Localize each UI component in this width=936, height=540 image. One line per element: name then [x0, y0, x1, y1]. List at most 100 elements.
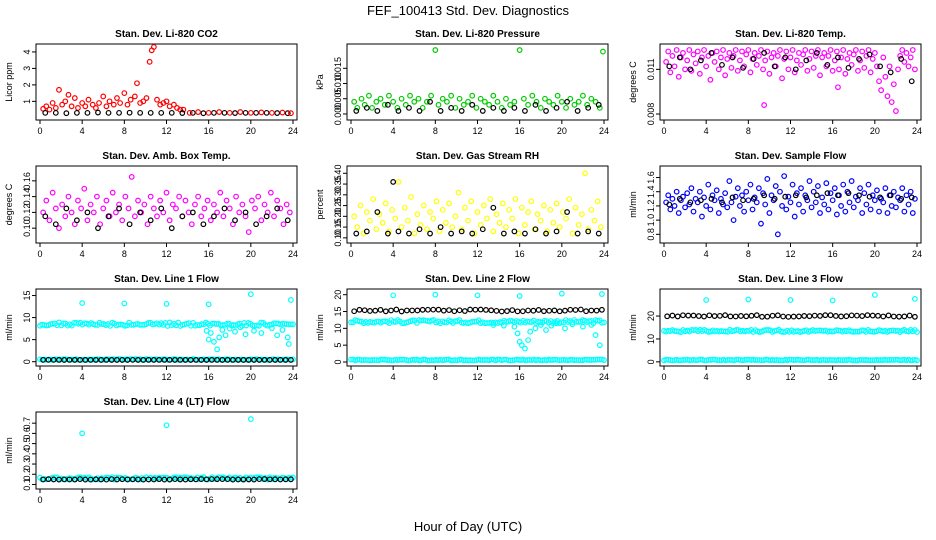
data-point	[217, 189, 224, 196]
data-point	[674, 313, 681, 320]
data-point	[261, 201, 268, 208]
data-point	[566, 196, 573, 203]
data-point	[787, 297, 794, 303]
data-point	[285, 341, 292, 347]
data-point	[179, 110, 186, 116]
series-4	[351, 306, 605, 315]
data-point	[283, 201, 290, 208]
x-tick-label: 4	[391, 372, 396, 382]
data-point	[905, 63, 912, 70]
data-point	[553, 320, 560, 327]
x-tick-label: 4	[704, 372, 709, 382]
series-1	[37, 319, 296, 329]
data-point	[279, 109, 286, 116]
series-2	[353, 98, 602, 114]
data-point	[390, 179, 397, 185]
y-tick-label: 0.8	[646, 228, 656, 241]
data-point	[908, 78, 915, 85]
data-point	[585, 226, 592, 233]
data-point	[817, 312, 823, 319]
y-tick-label: 0.12	[22, 204, 32, 222]
x-tick-label: 0	[661, 372, 666, 382]
data-point	[893, 204, 899, 211]
data-point	[95, 225, 101, 232]
data-point	[598, 319, 605, 326]
data-point	[460, 101, 467, 108]
data-point	[869, 56, 876, 62]
data-point	[77, 356, 83, 363]
data-point	[458, 228, 465, 235]
data-point	[287, 357, 294, 363]
data-point	[49, 100, 56, 106]
y-tick-label: 0.000	[333, 103, 343, 126]
data-point	[150, 44, 157, 50]
data-point	[909, 47, 916, 53]
data-point	[479, 226, 486, 233]
x-tick-label: 24	[912, 126, 922, 136]
data-point	[379, 219, 386, 226]
y-tick-label: 10	[333, 323, 343, 333]
data-point	[140, 357, 147, 363]
panel-title: Stan. Dev. Line 1 Flow	[114, 274, 219, 285]
x-tick-label: 20	[557, 126, 567, 136]
data-point	[745, 197, 752, 204]
data-point	[52, 205, 59, 212]
data-point	[588, 95, 595, 102]
data-point	[43, 197, 50, 204]
data-point	[82, 357, 89, 363]
data-point	[727, 313, 734, 320]
data-point	[764, 48, 771, 55]
data-point	[675, 210, 682, 216]
x-tick-label: 16	[828, 372, 838, 382]
data-point	[871, 292, 878, 298]
data-point	[46, 106, 53, 113]
x-tick-label: 24	[288, 126, 298, 136]
data-point	[759, 313, 765, 320]
data-point	[782, 54, 789, 61]
data-point	[471, 230, 478, 237]
data-point	[56, 86, 62, 93]
data-point	[261, 356, 268, 363]
data-point	[890, 81, 897, 88]
data-point	[598, 306, 605, 313]
series-1	[661, 326, 920, 335]
x-tick-label: 16	[204, 372, 214, 382]
data-point	[601, 357, 607, 363]
y-tick-label: 0	[22, 359, 32, 364]
data-point	[406, 230, 412, 237]
series-3	[348, 356, 607, 364]
data-point	[511, 228, 518, 235]
data-point	[813, 192, 820, 199]
data-point	[877, 194, 884, 201]
data-point	[207, 330, 214, 336]
x-tick-label: 4	[80, 495, 85, 505]
data-point	[771, 63, 778, 70]
data-point	[777, 47, 783, 53]
data-point	[770, 50, 777, 56]
data-point	[595, 230, 602, 237]
data-point	[890, 188, 897, 195]
x-tick-label: 16	[204, 126, 214, 136]
data-point	[525, 337, 531, 344]
data-point	[147, 193, 154, 200]
series-1	[351, 170, 604, 237]
data-point	[239, 201, 246, 208]
x-tick-label: 8	[122, 372, 127, 382]
data-point	[824, 61, 831, 68]
data-point	[95, 109, 101, 116]
x-tick-label: 20	[246, 249, 256, 259]
data-point	[84, 217, 91, 224]
data-point	[372, 307, 379, 314]
data-point	[817, 72, 823, 79]
data-point	[458, 226, 465, 233]
data-point	[60, 320, 67, 327]
data-point	[877, 63, 884, 70]
data-point	[522, 345, 528, 352]
y-tick-label: 20	[646, 311, 656, 321]
data-point	[353, 108, 360, 114]
data-point	[488, 307, 495, 314]
data-point	[163, 301, 170, 307]
data-point	[147, 109, 154, 116]
data-point	[542, 95, 548, 102]
x-tick-label: 8	[122, 249, 127, 259]
